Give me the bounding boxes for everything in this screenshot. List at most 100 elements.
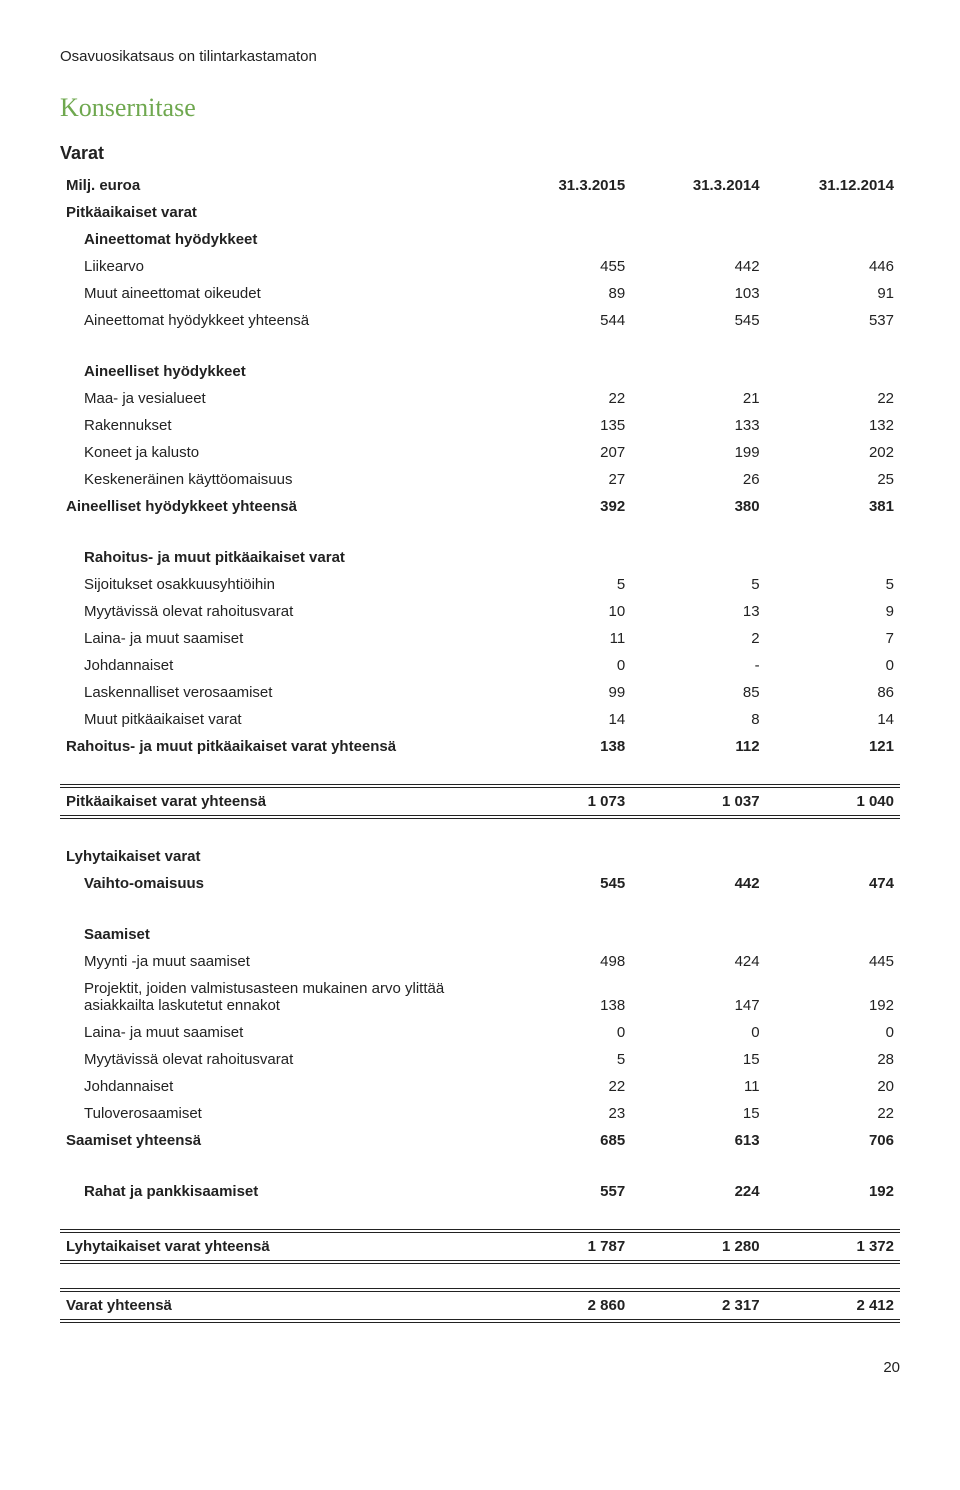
- row-value: 5: [497, 571, 631, 598]
- table-row: Myynti -ja muut saamiset498424445: [60, 948, 900, 975]
- header-label: Milj. euroa: [60, 172, 497, 199]
- row-value: 28: [766, 1046, 900, 1073]
- row-value: 192: [766, 1178, 900, 1205]
- table-row: Johdannaiset221120: [60, 1073, 900, 1100]
- row-value: [766, 921, 900, 948]
- row-value: 381: [766, 493, 900, 520]
- row-value: [631, 544, 765, 571]
- row-label: Rahoitus- ja muut pitkäaikaiset varat yh…: [60, 733, 497, 760]
- row-value: 91: [766, 280, 900, 307]
- row-value: 9: [766, 598, 900, 625]
- table-header: Milj. euroa31.3.201531.3.201431.12.2014: [60, 172, 900, 199]
- row-value: [497, 226, 631, 253]
- row-label: Muut pitkäaikaiset varat: [60, 706, 497, 733]
- row-value: 25: [766, 466, 900, 493]
- table-row: Myytävissä olevat rahoitusvarat10139: [60, 598, 900, 625]
- row-value: 445: [766, 948, 900, 975]
- row-label: Varat yhteensä: [60, 1290, 497, 1321]
- table-row: Sijoitukset osakkuusyhtiöihin555: [60, 571, 900, 598]
- table-row: Pitkäaikaiset varat yhteensä1 0731 0371 …: [60, 786, 900, 817]
- row-value: 613: [631, 1127, 765, 1154]
- row-value: [766, 358, 900, 385]
- row-value: -: [631, 652, 765, 679]
- row-value: 455: [497, 253, 631, 280]
- table-row: Saamiset yhteensä685613706: [60, 1127, 900, 1154]
- row-value: 545: [497, 870, 631, 897]
- row-value: [631, 226, 765, 253]
- header-col-2: 31.3.2014: [631, 172, 765, 199]
- row-value: [497, 843, 631, 870]
- row-label: Laina- ja muut saamiset: [60, 625, 497, 652]
- row-value: 498: [497, 948, 631, 975]
- row-value: [766, 544, 900, 571]
- spacer: [60, 760, 900, 786]
- balance-sheet-table: Milj. euroa31.3.201531.3.201431.12.2014P…: [60, 172, 900, 1323]
- row-label: Laskennalliset verosaamiset: [60, 679, 497, 706]
- row-label: Lyhytaikaiset varat yhteensä: [60, 1231, 497, 1262]
- row-value: 14: [497, 706, 631, 733]
- row-label: Johdannaiset: [60, 652, 497, 679]
- row-label: Rakennukset: [60, 412, 497, 439]
- table-row: Aineelliset hyödykkeet: [60, 358, 900, 385]
- row-value: 121: [766, 733, 900, 760]
- row-value: 7: [766, 625, 900, 652]
- row-value: [497, 358, 631, 385]
- row-value: 138: [497, 733, 631, 760]
- table-row: Tuloverosaamiset231522: [60, 1100, 900, 1127]
- row-label: Projektit, joiden valmistusasteen mukain…: [60, 975, 497, 1019]
- row-value: 2: [631, 625, 765, 652]
- row-value: 86: [766, 679, 900, 706]
- row-value: 22: [497, 385, 631, 412]
- row-value: [631, 358, 765, 385]
- row-label: Maa- ja vesialueet: [60, 385, 497, 412]
- row-label: Lyhytaikaiset varat: [60, 843, 497, 870]
- row-label: Pitkäaikaiset varat yhteensä: [60, 786, 497, 817]
- row-label: Rahoitus- ja muut pitkäaikaiset varat: [60, 544, 497, 571]
- row-label: Myynti -ja muut saamiset: [60, 948, 497, 975]
- row-value: 685: [497, 1127, 631, 1154]
- row-value: 0: [497, 1019, 631, 1046]
- table-row: Laina- ja muut saamiset000: [60, 1019, 900, 1046]
- table-row: Rahoitus- ja muut pitkäaikaiset varat yh…: [60, 733, 900, 760]
- row-value: [497, 544, 631, 571]
- header-col-1: 31.3.2015: [497, 172, 631, 199]
- row-value: 2 412: [766, 1290, 900, 1321]
- row-value: 112: [631, 733, 765, 760]
- row-value: 15: [631, 1046, 765, 1073]
- table-row: Rahat ja pankkisaamiset557224192: [60, 1178, 900, 1205]
- row-value: 15: [631, 1100, 765, 1127]
- row-value: 2 860: [497, 1290, 631, 1321]
- row-label: Liikearvo: [60, 253, 497, 280]
- row-value: [766, 199, 900, 226]
- row-label: Sijoitukset osakkuusyhtiöihin: [60, 571, 497, 598]
- table-row: Muut aineettomat oikeudet8910391: [60, 280, 900, 307]
- row-value: 14: [766, 706, 900, 733]
- row-value: 23: [497, 1100, 631, 1127]
- row-label: Laina- ja muut saamiset: [60, 1019, 497, 1046]
- row-value: 537: [766, 307, 900, 334]
- row-value: 5: [631, 571, 765, 598]
- row-value: [497, 199, 631, 226]
- row-value: [631, 921, 765, 948]
- table-row: Lyhytaikaiset varat: [60, 843, 900, 870]
- row-value: 11: [631, 1073, 765, 1100]
- row-label: Aineettomat hyödykkeet yhteensä: [60, 307, 497, 334]
- header-col-3: 31.12.2014: [766, 172, 900, 199]
- row-value: 133: [631, 412, 765, 439]
- row-value: 11: [497, 625, 631, 652]
- row-label: Pitkäaikaiset varat: [60, 199, 497, 226]
- row-value: 22: [766, 385, 900, 412]
- row-value: 22: [497, 1073, 631, 1100]
- row-value: 1 073: [497, 786, 631, 817]
- row-value: 442: [631, 253, 765, 280]
- table-row: Myytävissä olevat rahoitusvarat51528: [60, 1046, 900, 1073]
- spacer: [60, 817, 900, 843]
- row-value: 26: [631, 466, 765, 493]
- table-row: Varat yhteensä2 8602 3172 412: [60, 1290, 900, 1321]
- row-label: Aineelliset hyödykkeet: [60, 358, 497, 385]
- row-value: 103: [631, 280, 765, 307]
- subheading: Varat: [60, 143, 900, 164]
- row-label: Aineelliset hyödykkeet yhteensä: [60, 493, 497, 520]
- row-value: 10: [497, 598, 631, 625]
- page-number: 20: [60, 1359, 900, 1376]
